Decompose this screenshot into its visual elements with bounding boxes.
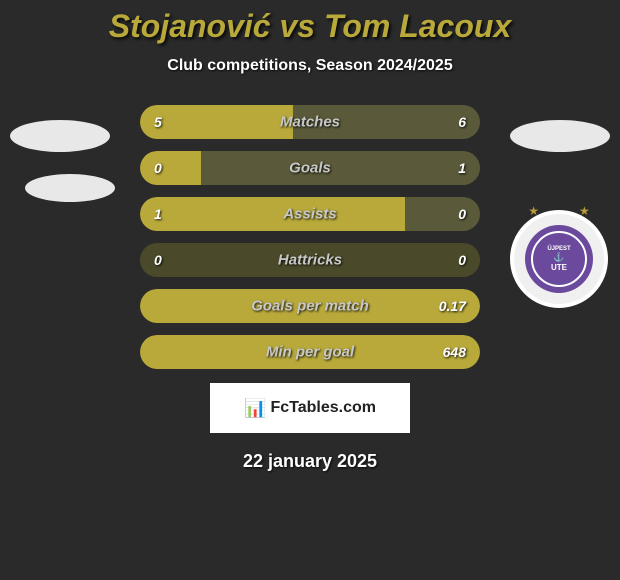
stat-row: Hattricks 0 0 — [140, 243, 480, 277]
stat-label: Goals — [289, 160, 331, 177]
right-player-badge: ★★ ÚJPEST ⚓ UTE — [510, 120, 610, 308]
stat-row: Matches 5 6 — [140, 105, 480, 139]
stat-label: Goals per match — [251, 298, 369, 315]
stat-fill-left — [140, 105, 293, 139]
stat-row: Goals per match 0.17 — [140, 289, 480, 323]
date-label: 22 january 2025 — [0, 451, 620, 472]
attribution-text: FcTables.com — [270, 399, 376, 417]
placeholder-oval — [10, 120, 110, 152]
stat-value-right: 0 — [458, 206, 466, 222]
stat-value-right: 6 — [458, 114, 466, 130]
stat-label: Matches — [280, 114, 340, 131]
placeholder-oval — [25, 174, 115, 202]
stat-value-left: 1 — [154, 206, 162, 222]
stat-label: Hattricks — [278, 252, 342, 269]
stat-fill-right — [201, 151, 480, 185]
stat-value-left: 5 — [154, 114, 162, 130]
placeholder-oval — [510, 120, 610, 152]
stat-fill-left — [140, 197, 405, 231]
stat-value-right: 648 — [443, 344, 466, 360]
subtitle: Club competitions, Season 2024/2025 — [0, 57, 620, 75]
stats-icon: 📊 — [244, 398, 266, 419]
stat-fill-left — [140, 151, 201, 185]
stat-value-right: 0 — [458, 252, 466, 268]
stat-value-right: 0.17 — [439, 298, 466, 314]
attribution-banner: 📊 FcTables.com — [210, 383, 410, 433]
stat-value-left: 0 — [154, 252, 162, 268]
stat-label: Min per goal — [266, 344, 354, 361]
club-badge: ★★ ÚJPEST ⚓ UTE — [510, 210, 608, 308]
stat-row: Assists 1 0 — [140, 197, 480, 231]
stat-row: Goals 0 1 — [140, 151, 480, 185]
stat-label: Assists — [283, 206, 336, 223]
comparison-chart: Matches56Goals01Assists10Hattricks00Goal… — [140, 105, 480, 369]
stat-fill-right — [405, 197, 480, 231]
badge-stars-icon: ★★ — [528, 204, 620, 218]
page-title: Stojanović vs Tom Lacoux — [0, 0, 620, 45]
stat-value-right: 1 — [458, 160, 466, 176]
stat-value-left: 0 — [154, 160, 162, 176]
anchor-icon: ⚓ — [553, 252, 564, 263]
stat-row: Min per goal 648 — [140, 335, 480, 369]
badge-text: UTE — [551, 263, 567, 272]
left-player-placeholder — [10, 120, 115, 224]
